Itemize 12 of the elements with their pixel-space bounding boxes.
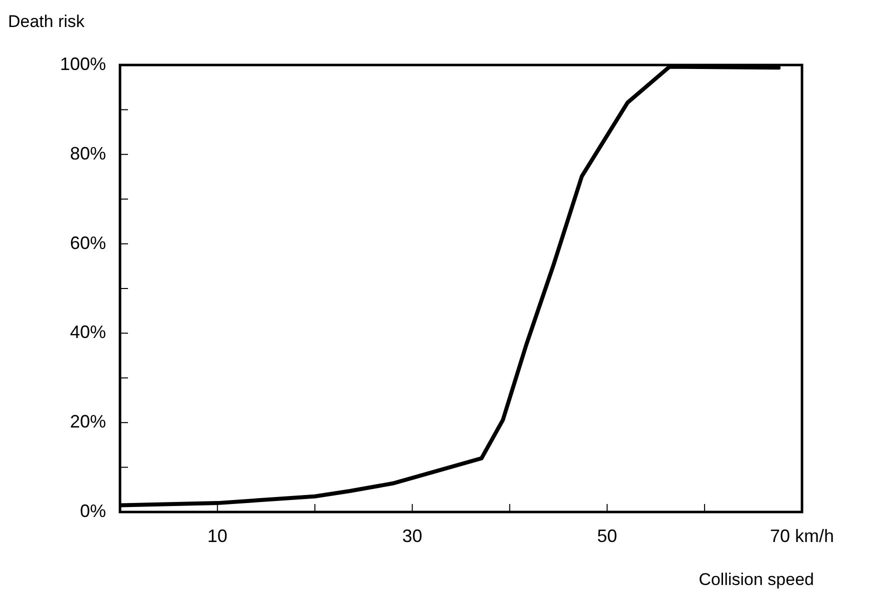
x-tick-label: 30 bbox=[402, 526, 422, 546]
y-axis-title: Death risk bbox=[8, 12, 85, 32]
y-tick-label: 60% bbox=[70, 232, 106, 253]
y-tick-label: 100% bbox=[60, 54, 106, 74]
y-tick-label: 80% bbox=[70, 143, 106, 164]
y-tick-label: 0% bbox=[80, 500, 106, 521]
x-tick-label: 50 bbox=[597, 526, 618, 546]
x-tick-label: 10 bbox=[207, 526, 228, 546]
x-tick-label: 70 km/h bbox=[770, 526, 834, 546]
x-axis-title: Collision speed bbox=[698, 570, 814, 590]
y-tick-label: 40% bbox=[70, 322, 106, 342]
y-tick-label: 20% bbox=[70, 412, 106, 432]
